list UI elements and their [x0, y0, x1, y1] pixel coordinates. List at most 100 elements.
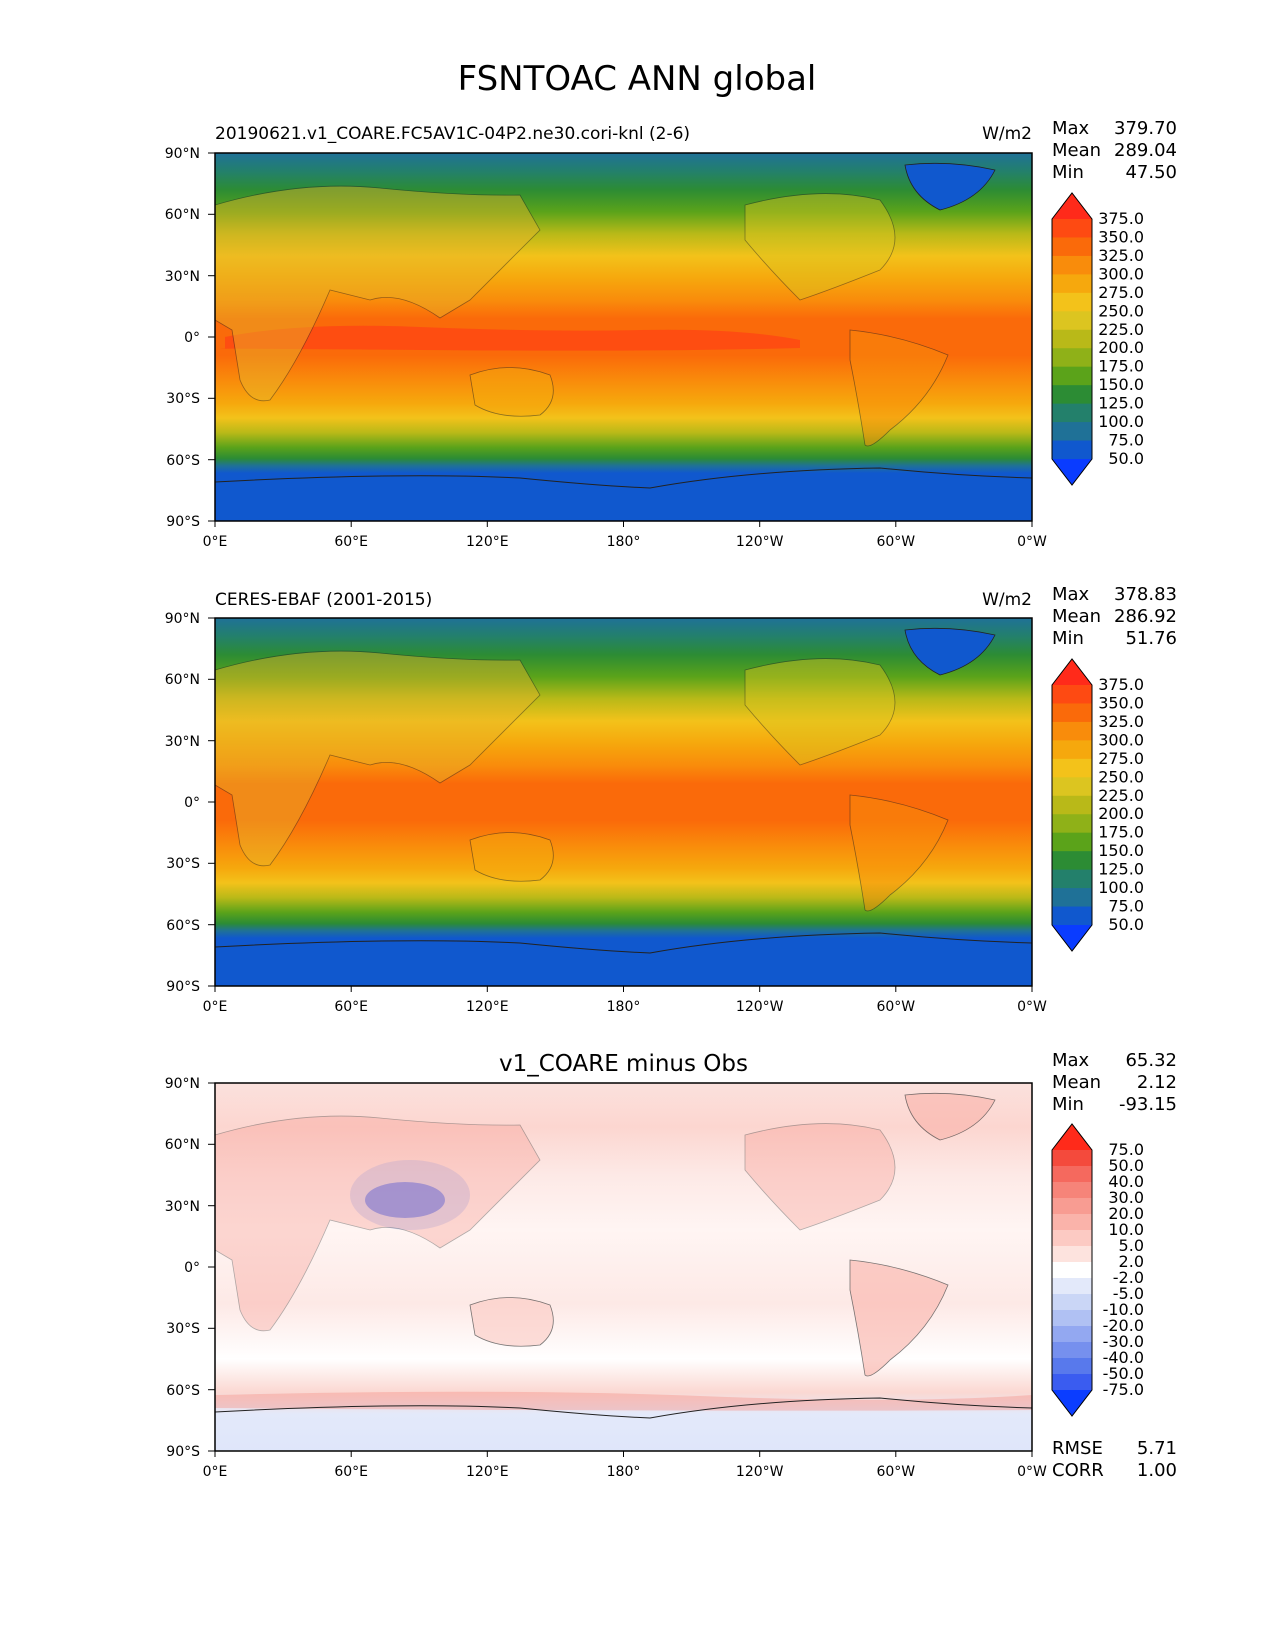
stat-value-max: 65.32	[1125, 1050, 1177, 1071]
land-south-america	[849, 329, 949, 447]
panel-left-title: 20190621.v1_COARE.FC5AV1C-04P2.ne30.cori…	[215, 124, 690, 144]
colorbar-tick-label: 375.0	[1098, 675, 1144, 694]
colorbar-tick-label: 375.0	[1098, 209, 1144, 228]
x-tick-label: 120°W	[736, 1464, 784, 1480]
colorbar-tick-label: 75.0	[1108, 897, 1144, 916]
land-antarctica	[214, 932, 1033, 954]
colorbar-segment	[1052, 329, 1092, 349]
stat-label-mean: Mean	[1052, 1072, 1101, 1093]
colorbar-tick-label: 125.0	[1098, 394, 1144, 413]
colorbar-segment	[1052, 219, 1092, 238]
y-tick-label: 30°S	[166, 856, 200, 872]
y-tick-label: 90°S	[166, 514, 200, 530]
x-tick-label: 60°W	[876, 534, 915, 550]
colorbar-extend-top	[1052, 1124, 1092, 1150]
panel-center-title: v1_COARE minus Obs	[499, 1051, 748, 1077]
colorbar-segment	[1052, 1214, 1092, 1231]
y-tick-label: 30°N	[165, 269, 200, 285]
land-australia	[469, 367, 554, 417]
stat-value-min: 47.50	[1125, 162, 1177, 183]
colorbar-segment	[1052, 366, 1092, 386]
colorbar-tick-label: 150.0	[1098, 841, 1144, 860]
colorbar-segment	[1052, 403, 1092, 423]
colorbar-tick-label: 2.0	[1119, 1252, 1144, 1271]
colorbar-tick-label: -40.0	[1103, 1348, 1144, 1367]
colorbar-tick-label: 300.0	[1098, 264, 1144, 283]
panel-test: 20190621.v1_COARE.FC5AV1C-04P2.ne30.cori…	[165, 118, 1177, 550]
colorbar-segment	[1052, 1262, 1092, 1279]
land-greenland	[904, 162, 996, 211]
metrics-block: RMSE CORR 5.71 1.00	[1052, 1438, 1177, 1481]
y-tick-label: 90°N	[165, 1076, 200, 1092]
x-tick-label: 0°E	[203, 1464, 228, 1480]
panel-diff: v1_COARE minus Obs 90°N 60°N 30°N	[165, 1050, 1177, 1481]
land-australia	[469, 832, 554, 882]
colorbar-tick-label: 100.0	[1098, 412, 1144, 431]
y-tick-label: 0°	[184, 795, 200, 811]
colorbar-extend-bottom	[1052, 925, 1092, 951]
colorbar-segment	[1052, 832, 1092, 852]
colorbar-extend-bottom	[1052, 459, 1092, 485]
colorbar-segment	[1052, 1230, 1092, 1247]
colorbar-outline	[1051, 1123, 1093, 1417]
colorbar-tick-label: 350.0	[1098, 227, 1144, 246]
metric-value-corr: 1.00	[1137, 1460, 1177, 1481]
colorbar-segment	[1052, 1246, 1092, 1263]
panel-units: W/m2	[982, 124, 1032, 144]
stat-value-max: 379.70	[1114, 118, 1177, 139]
land-antarctica	[214, 1397, 1033, 1419]
metric-label-corr: CORR	[1052, 1460, 1104, 1481]
colorbar-tick-label: 175.0	[1098, 357, 1144, 376]
x-tick-label: 0°W	[1017, 1464, 1047, 1480]
stat-value-min: 51.76	[1125, 628, 1177, 649]
y-tick-label: 30°N	[165, 734, 200, 750]
x-axis: 0°E 60°E 120°E 180° 120°W 60°W 0°W	[203, 986, 1047, 1015]
y-tick-label: 60°S	[166, 1383, 200, 1399]
colorbar-tick-label: 10.0	[1108, 1220, 1144, 1239]
x-tick-label: 0°E	[203, 534, 228, 550]
land-north-america	[744, 1123, 896, 1231]
colorbar-tick-label: 20.0	[1108, 1204, 1144, 1223]
colorbar-segment	[1052, 1166, 1092, 1183]
colorbar-segment	[1052, 740, 1092, 760]
colorbar-segment	[1052, 1198, 1092, 1215]
colorbar-tick-label: 40.0	[1108, 1172, 1144, 1191]
x-tick-label: 60°E	[334, 1464, 368, 1480]
stats-block: Max Mean Min 378.83 286.92 51.76	[1052, 584, 1177, 649]
colorbar-tick-label: 200.0	[1098, 338, 1144, 357]
colorbar-outline	[1051, 658, 1093, 952]
colorbar-segment	[1052, 869, 1092, 889]
colorbar-tick-label: 150.0	[1098, 375, 1144, 394]
colorbar-tick-label: 200.0	[1098, 804, 1144, 823]
y-tick-label: 60°N	[165, 672, 200, 688]
stat-label-max: Max	[1052, 1050, 1090, 1071]
colorbar-segment	[1052, 1310, 1092, 1327]
land-eurasia-africa	[214, 1115, 541, 1332]
colorbar: 75.050.040.030.020.010.05.02.0-2.0-5.0-1…	[1051, 1123, 1144, 1417]
y-tick-label: 60°S	[166, 918, 200, 934]
y-tick-label: 0°	[184, 1260, 200, 1276]
colorbar-tick-label: 100.0	[1098, 878, 1144, 897]
land-eurasia-africa	[214, 650, 541, 867]
colorbar-segment	[1052, 851, 1092, 871]
colorbar-tick-label: 50.0	[1108, 1156, 1144, 1175]
colorbar-segment	[1052, 292, 1092, 312]
colorbar-tick-label: -2.0	[1113, 1268, 1144, 1287]
stat-value-max: 378.83	[1114, 584, 1177, 605]
colorbar-segment	[1052, 814, 1092, 834]
metric-label-rmse: RMSE	[1052, 1438, 1103, 1459]
land-greenland	[904, 627, 996, 676]
colorbar-tick-label: 350.0	[1098, 693, 1144, 712]
y-axis: 90°N 60°N 30°N 0° 30°S 60°S 90°S	[165, 1076, 215, 1460]
stat-value-min: -93.15	[1119, 1094, 1177, 1115]
x-tick-label: 120°W	[736, 534, 784, 550]
land-south-america	[849, 1259, 949, 1377]
colorbar-tick-label: 50.0	[1108, 449, 1144, 468]
colorbar-segment	[1052, 348, 1092, 368]
colorbar-tick-label: -30.0	[1103, 1332, 1144, 1351]
colorbar-tick-label: 325.0	[1098, 246, 1144, 265]
colorbar-tick-label: -75.0	[1103, 1380, 1144, 1399]
colorbar-extend-top	[1052, 659, 1092, 685]
y-tick-label: 30°S	[166, 391, 200, 407]
